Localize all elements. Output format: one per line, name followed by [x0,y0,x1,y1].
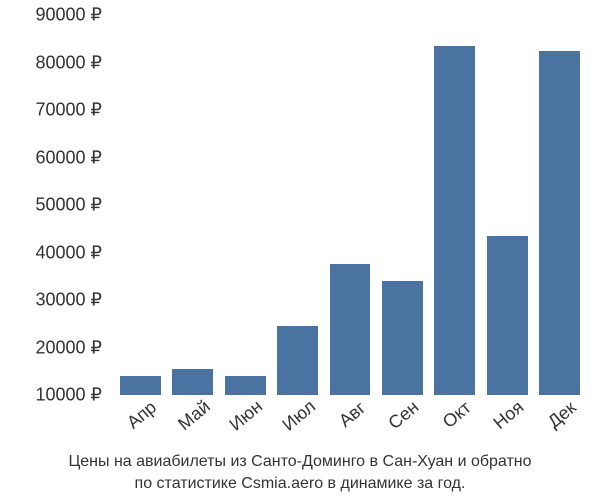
bar [225,376,266,395]
caption-line-2: по статистике Csmia.aero в динамике за г… [135,475,466,492]
chart-caption: Цены на авиабилеты из Санто-Доминго в Са… [10,451,590,494]
x-tick-label: Ноя [490,397,529,434]
y-tick-label: 10000 ₽ [35,385,102,406]
x-axis: Апр Май Июн Июл Авг Сен Окт Ноя Дек [110,395,590,445]
x-tick-label: Авг [335,398,370,432]
y-tick-label: 80000 ₽ [35,52,102,73]
bar [277,326,318,395]
plot-area [110,15,590,395]
bar-slot [114,15,166,395]
y-axis: 10000 ₽20000 ₽30000 ₽40000 ₽50000 ₽60000… [10,15,110,395]
caption-line-1: Цены на авиабилеты из Санто-Доминго в Са… [68,453,531,470]
y-tick-label: 40000 ₽ [35,242,102,263]
y-tick-label: 30000 ₽ [35,290,102,311]
y-tick-label: 60000 ₽ [35,147,102,168]
x-tick-label: Апр [123,397,161,434]
chart-container: 10000 ₽ 20000 ₽ 30000 ₽ 40000 ₽ 50000 ₽ 60000… [0,0,600,500]
x-tick-slot: Дек [534,395,586,445]
y-tick-label: 20000 ₽ [35,337,102,358]
bar-slot [219,15,271,395]
x-tick-slot: Май [166,395,218,445]
x-tick-label: Сен [385,397,424,434]
bar [434,46,475,395]
bar [120,376,161,395]
x-tick-slot: Окт [429,395,481,445]
x-tick-slot: Июл [271,395,323,445]
bar-slot [166,15,218,395]
x-tick-slot: Сен [376,395,428,445]
x-tick-label: Июн [226,396,267,435]
bar-slot [429,15,481,395]
x-tick-slot: Июн [219,395,271,445]
x-tick-slot: Авг [324,395,376,445]
bar [487,236,528,395]
x-tick-label: Дек [544,397,581,432]
y-tick-label: 50000 ₽ [35,195,102,216]
bar [330,264,371,395]
bar-slot [481,15,533,395]
x-tick-label: Май [174,396,215,435]
x-tick-slot: Ноя [481,395,533,445]
bar-slot [271,15,323,395]
bar-slot [376,15,428,395]
bar [539,51,580,395]
bar [382,281,423,395]
x-tick-slot: Апр [114,395,166,445]
y-tick-label: 90000 ₽ [35,5,102,26]
y-tick-label: 70000 ₽ [35,100,102,121]
x-tick-label: Окт [439,397,476,433]
chart-area: 10000 ₽20000 ₽30000 ₽40000 ₽50000 ₽60000… [10,15,590,395]
bar [172,369,213,395]
bar-slot [324,15,376,395]
bar-slot [534,15,586,395]
x-tick-label: Июл [278,396,319,436]
